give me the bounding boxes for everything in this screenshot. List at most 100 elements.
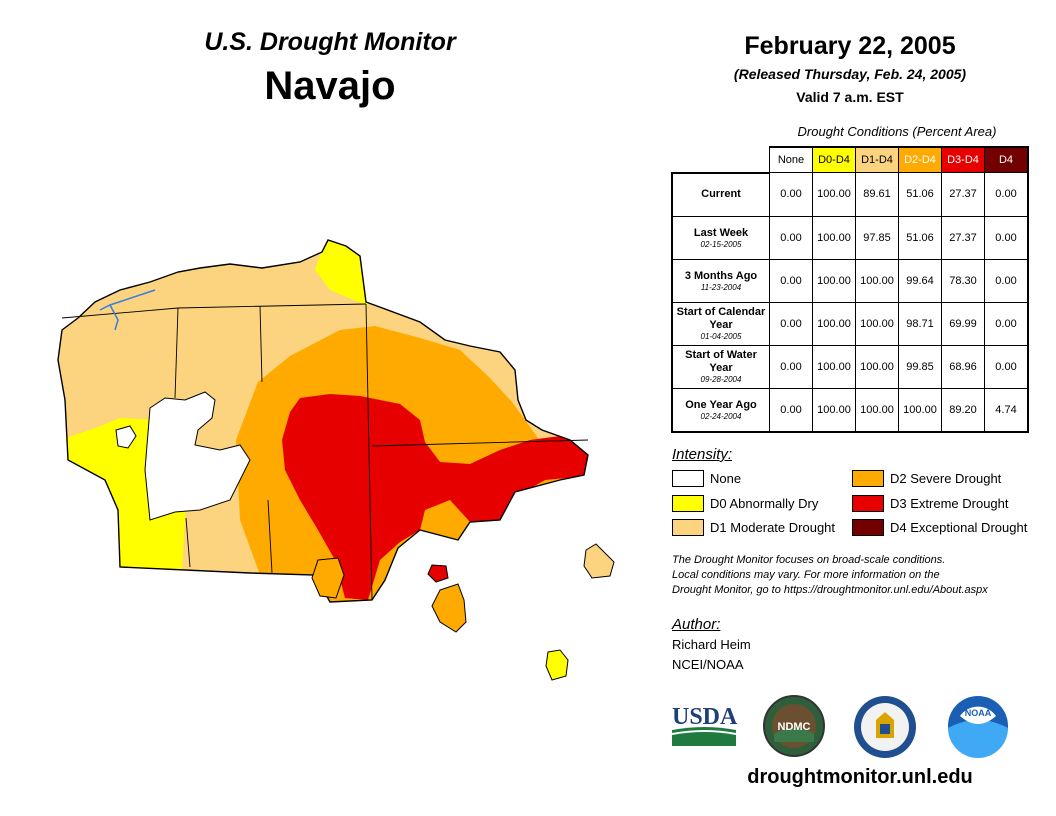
legend-swatch	[852, 470, 884, 487]
author-heading: Author:	[672, 616, 721, 633]
legend-label: D4 Exceptional Drought	[890, 520, 1028, 535]
col-header: None	[769, 146, 813, 173]
table-cell: 0.00	[769, 387, 813, 433]
col-header: D4	[984, 146, 1029, 173]
legend-swatch	[672, 470, 704, 487]
legend-item-d4: D4 Exceptional Drought	[852, 519, 1027, 536]
author-name: Richard Heim	[672, 637, 751, 652]
table-cell: 0.00	[769, 258, 813, 303]
usda-logo: USDA	[671, 704, 738, 746]
table-cell: 0.00	[769, 344, 813, 389]
table-cell: 0.00	[984, 301, 1029, 346]
table-cell: 68.96	[941, 344, 985, 389]
table-cell: 0.00	[769, 172, 813, 217]
d2-parcel-2	[431, 583, 467, 633]
region-outline	[57, 239, 589, 603]
svg-text:USDA: USDA	[672, 704, 738, 730]
table-cell: 69.99	[941, 301, 985, 346]
table-row: Start of Water Year 09-28-2004 0.00 100.0…	[671, 344, 1029, 389]
table-cell: 97.85	[855, 215, 899, 260]
map-date: February 22, 2005	[744, 32, 956, 60]
legend-label: D1 Moderate Drought	[710, 520, 836, 535]
table-cell: 0.00	[984, 344, 1029, 389]
noaa-logo: NOAA	[948, 696, 1008, 758]
svg-text:NOAA: NOAA	[965, 708, 992, 718]
d1-parcel	[583, 543, 615, 579]
row-label: Current	[671, 172, 770, 217]
table-cell: 0.00	[984, 258, 1029, 303]
table-cell: 100.00	[812, 344, 856, 389]
commerce-seal-logo	[854, 696, 916, 758]
table-cell: 0.00	[769, 215, 813, 260]
legend-item-d2: D2 Severe Drought	[852, 470, 1001, 487]
table-cell: 0.00	[984, 172, 1029, 217]
table-cell: 100.00	[855, 387, 899, 433]
table-cell: 0.00	[984, 215, 1029, 260]
valid-time: Valid 7 a.m. EST	[796, 89, 904, 105]
table-cell: 100.00	[855, 344, 899, 389]
d2-parcel-1	[311, 557, 345, 599]
table-cell: 100.00	[855, 258, 899, 303]
row-label: 3 Months Ago 11-23-2004	[671, 258, 770, 303]
website-link[interactable]: droughtmonitor.unl.edu	[747, 766, 973, 788]
d3-area	[282, 394, 588, 600]
table-cell: 4.74	[984, 387, 1029, 433]
none-area	[144, 391, 251, 521]
d0-parcel	[545, 649, 569, 681]
table-row: 3 Months Ago 11-23-2004 0.00 100.00 100.0…	[671, 258, 1029, 303]
svg-text:NDMC: NDMC	[778, 721, 811, 733]
table-cell: 51.06	[898, 172, 942, 217]
disclaimer-note: The Drought Monitor focuses on broad-sca…	[672, 554, 988, 596]
table-cell: 100.00	[812, 387, 856, 433]
table-cell: 100.00	[812, 215, 856, 260]
table-cell: 100.00	[812, 172, 856, 217]
table-cell: 99.85	[898, 344, 942, 389]
legend-label: D0 Abnormally Dry	[710, 496, 819, 511]
table-row: Last Week 02-15-2005 0.00 100.00 97.85 51…	[671, 215, 1029, 260]
legend-swatch	[672, 495, 704, 512]
table-cell: 27.37	[941, 215, 985, 260]
table-cell: 100.00	[812, 301, 856, 346]
legend-title: Intensity:	[672, 446, 733, 463]
region-name: Navajo	[264, 64, 396, 108]
drought-map	[57, 239, 615, 681]
col-header: D0-D4	[812, 146, 856, 173]
table-cell: 100.00	[812, 258, 856, 303]
legend-item-d1: D1 Moderate Drought	[672, 519, 835, 536]
row-label: One Year Ago 02-24-2004	[671, 387, 770, 433]
row-label: Last Week 02-15-2005	[671, 215, 770, 260]
table-corner	[672, 147, 770, 174]
legend-item-d3: D3 Extreme Drought	[852, 495, 1009, 512]
col-header: D3-D4	[941, 146, 985, 173]
table-cell: 27.37	[941, 172, 985, 217]
table-cell: 99.64	[898, 258, 942, 303]
drought-table: None D0-D4 D1-D4 D2-D4 D3-D4 D4 Current …	[671, 146, 1029, 433]
legend-item-none: None	[672, 470, 741, 487]
ndmc-logo: NDMC	[763, 695, 825, 757]
legend-label: None	[710, 471, 742, 486]
table-caption: Drought Conditions (Percent Area)	[797, 124, 997, 139]
legend-label: D3 Extreme Drought	[890, 496, 1009, 511]
release-date: (Released Thursday, Feb. 24, 2005)	[733, 66, 967, 82]
legend-swatch	[672, 519, 704, 536]
table-cell: 78.30	[941, 258, 985, 303]
table-cell: 89.61	[855, 172, 899, 217]
row-label: Start of Water Year 09-28-2004	[671, 344, 770, 389]
legend-swatch	[852, 495, 884, 512]
table-cell: 98.71	[898, 301, 942, 346]
river	[99, 289, 156, 331]
none-area-small	[115, 425, 137, 449]
table-cell: 89.20	[941, 387, 985, 433]
col-header: D2-D4	[898, 146, 942, 173]
table-cell: 51.06	[898, 215, 942, 260]
table-cell: 0.00	[769, 301, 813, 346]
legend-label: D2 Severe Drought	[890, 471, 1002, 486]
legend-item-d0: D0 Abnormally Dry	[672, 495, 818, 512]
row-label: Start of Calendar Year 01-04-2005	[671, 301, 770, 346]
d3-parcel	[427, 564, 449, 583]
table-row: Start of Calendar Year 01-04-2005 0.00 10…	[671, 301, 1029, 346]
table-cell: 100.00	[855, 301, 899, 346]
internal-boundaries	[61, 303, 589, 601]
map-title: U.S. Drought Monitor	[204, 28, 456, 56]
table-row: Current 0.00 100.00 89.61 51.06 27.37 0.…	[671, 172, 1029, 217]
